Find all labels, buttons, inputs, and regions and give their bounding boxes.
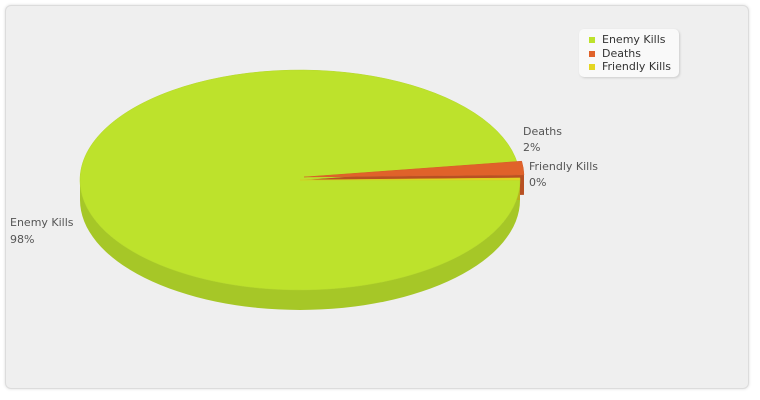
slice-deaths[interactable] <box>303 160 525 178</box>
label-friendly-kills-percent: 0% <box>529 176 546 189</box>
legend-item-enemy-kills[interactable]: Enemy Kills <box>589 33 666 46</box>
legend-item-deaths[interactable]: Deaths <box>589 47 641 60</box>
legend-label: Enemy Kills <box>602 33 666 46</box>
legend-item-friendly-kills[interactable]: Friendly Kills <box>589 60 671 73</box>
legend-swatch <box>589 63 595 70</box>
label-enemy-kills-percent: 98% <box>10 233 34 246</box>
legend: Enemy Kills Deaths Friendly Kills <box>579 29 679 77</box>
legend-label: Deaths <box>602 47 641 60</box>
legend-label: Friendly Kills <box>602 60 672 73</box>
slice-friendly-kills[interactable] <box>299 177 521 181</box>
label-enemy-kills: Enemy Kills <box>10 216 74 229</box>
legend-swatch <box>589 36 595 43</box>
legend-swatch <box>589 50 595 57</box>
label-deaths: Deaths <box>523 125 562 138</box>
label-friendly-kills: Friendly Kills <box>529 160 598 173</box>
label-deaths-percent: 2% <box>523 141 540 154</box>
slice-side-enemy-kills[interactable] <box>80 180 520 310</box>
